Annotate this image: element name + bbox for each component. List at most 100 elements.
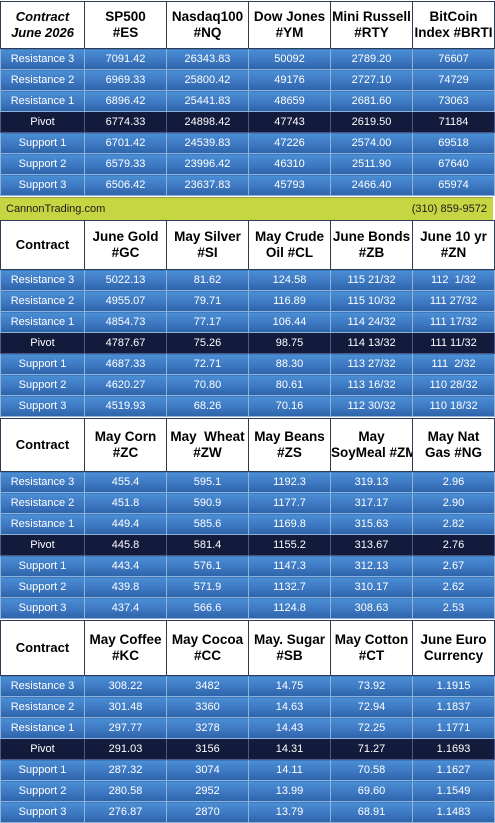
- header-line: May Cocoa: [171, 632, 244, 647]
- level-value: 77.17: [166, 311, 249, 333]
- banner-website[interactable]: CannonTrading.com: [6, 203, 106, 215]
- level-label: Resistance 1: [0, 513, 85, 535]
- level-label: Support 1: [0, 353, 85, 375]
- level-value: 1124.8: [248, 597, 331, 619]
- level-value: 98.75: [248, 332, 331, 354]
- table-softs-currency: Contract May Coffee #KC May Cocoa #CC May. Su…: [0, 620, 495, 823]
- level-value: 1.1915: [412, 675, 495, 697]
- level-value: 2574.00: [330, 132, 413, 154]
- level-value: 2.82: [412, 513, 495, 535]
- level-value: 1177.7: [248, 492, 331, 514]
- contract-header: Contract: [0, 220, 85, 270]
- level-value: 72.94: [330, 696, 413, 718]
- level-value: 68.26: [166, 395, 249, 417]
- header-line: #ZN: [440, 245, 467, 260]
- header-line: Currency: [423, 648, 484, 663]
- banner-phone: (310) 859-9572: [411, 203, 487, 215]
- level-row-resistance-1: Resistance 1 6896.42 25441.83 48659 2681.60 7…: [0, 90, 495, 112]
- level-value: 1.1627: [412, 759, 495, 781]
- level-value: 280.58: [84, 780, 167, 802]
- level-row-support-3: Support 3 6506.42 23637.83 45793 2466.40 6597…: [0, 174, 495, 196]
- contract-header-5: May Nat Gas #NG: [412, 418, 495, 472]
- level-label: Support 2: [0, 374, 85, 396]
- contract-header-1: May Corn #ZC: [84, 418, 167, 472]
- header-line: Nasdaq100: [171, 9, 244, 24]
- header-line: #RTY: [354, 25, 389, 40]
- level-value: 47743: [248, 111, 331, 133]
- header-line: May Wheat: [170, 429, 245, 444]
- level-label: Support 3: [0, 174, 85, 196]
- level-value: 26343.83: [166, 48, 249, 70]
- header-line: SoyMeal #ZM: [331, 445, 413, 460]
- level-label: Support 3: [0, 395, 85, 417]
- header-line: #ZW: [193, 445, 222, 460]
- level-label: Support 1: [0, 555, 85, 577]
- level-value: 2.62: [412, 576, 495, 598]
- contract-header-3: May Beans #ZS: [248, 418, 331, 472]
- level-value: 313.67: [330, 534, 413, 556]
- header-line: Contract: [15, 9, 70, 24]
- level-value: 80.61: [248, 374, 331, 396]
- level-value: 115 10/32: [330, 290, 413, 312]
- level-value: 70.16: [248, 395, 331, 417]
- level-value: 69518: [412, 132, 495, 154]
- level-value: 2511.90: [330, 153, 413, 175]
- level-value: 287.32: [84, 759, 167, 781]
- header-row: Contract May Corn #ZC May Wheat #ZW May Beans…: [0, 418, 495, 472]
- level-value: 75.26: [166, 332, 249, 354]
- header-line: #KC: [111, 648, 139, 663]
- level-value: 81.62: [166, 269, 249, 291]
- pivot-row: Pivot 291.03 3156 14.31 71.27 1.1693: [0, 738, 495, 760]
- level-value: 595.1: [166, 471, 249, 493]
- level-value: 2870: [166, 801, 249, 823]
- level-label: Support 2: [0, 780, 85, 802]
- contract-header-3: May Crude Oil #CL: [248, 220, 331, 270]
- level-value: 106.44: [248, 311, 331, 333]
- header-line: May Cotton: [334, 632, 409, 647]
- contract-header: Contract: [0, 418, 85, 472]
- level-value: 110 28/32: [412, 374, 495, 396]
- header-row: Contract June 2026 SP500 #ES Nasdaq100 #NQ Dow…: [0, 1, 495, 49]
- level-value: 1155.2: [248, 534, 331, 556]
- level-row-resistance-2: Resistance 2 451.8 590.9 1177.7 317.17 2.90: [0, 492, 495, 514]
- level-value: 276.87: [84, 801, 167, 823]
- contract-header-4: Mini Russell #RTY: [330, 1, 413, 49]
- level-row-support-3: Support 3 437.4 566.6 1124.8 308.63 2.53: [0, 597, 495, 619]
- header-line: June 10 yr: [420, 229, 487, 244]
- level-label: Resistance 2: [0, 69, 85, 91]
- contract-header-5: June Euro Currency: [412, 620, 495, 676]
- level-label: Resistance 2: [0, 492, 85, 514]
- level-label: Support 2: [0, 576, 85, 598]
- header-row: Contract June Gold #GC May Silver #SI May Cru…: [0, 220, 495, 270]
- level-value: 68.91: [330, 801, 413, 823]
- level-value: 2466.40: [330, 174, 413, 196]
- level-value: 2.67: [412, 555, 495, 577]
- contract-header-2: May Silver #SI: [166, 220, 249, 270]
- level-label: Support 2: [0, 153, 85, 175]
- header-line: Contract: [15, 237, 70, 252]
- contract-header-2: May Cocoa #CC: [166, 620, 249, 676]
- level-value: 46310: [248, 153, 331, 175]
- header-line: June Bonds: [332, 229, 411, 244]
- level-value: 301.48: [84, 696, 167, 718]
- level-value: 4519.93: [84, 395, 167, 417]
- level-value: 2619.50: [330, 111, 413, 133]
- level-label: Pivot: [0, 534, 85, 556]
- level-value: 319.13: [330, 471, 413, 493]
- level-value: 25800.42: [166, 69, 249, 91]
- level-value: 113 27/32: [330, 353, 413, 375]
- level-value: 25441.83: [166, 90, 249, 112]
- level-value: 111 27/32: [412, 290, 495, 312]
- level-row-resistance-2: Resistance 2 4955.07 79.71 116.89 115 10/32 1…: [0, 290, 495, 312]
- level-value: 111 11/32: [412, 332, 495, 354]
- header-line: #CT: [358, 648, 385, 663]
- level-value: 14.11: [248, 759, 331, 781]
- level-value: 5022.13: [84, 269, 167, 291]
- level-value: 585.6: [166, 513, 249, 535]
- level-value: 73063: [412, 90, 495, 112]
- level-value: 2727.10: [330, 69, 413, 91]
- header-line: #SI: [197, 245, 218, 260]
- level-value: 47226: [248, 132, 331, 154]
- level-row-support-1: Support 1 4687.33 72.71 88.30 113 27/32 111 2…: [0, 353, 495, 375]
